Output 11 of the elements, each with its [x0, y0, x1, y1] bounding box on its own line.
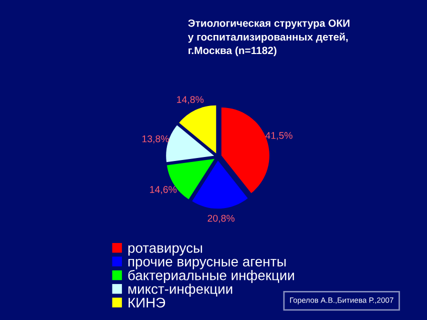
data-label: 14,6%: [150, 186, 177, 194]
data-label: 41,5%: [265, 132, 292, 140]
data-label: 20,8%: [208, 214, 234, 223]
legend-label: бактериальные инфекции: [128, 270, 294, 283]
data-label: 14,8%: [177, 96, 204, 104]
legend-label: ротавирусы: [128, 245, 202, 256]
legend-label: микст-инфекции: [128, 284, 232, 297]
legend-label: прочие вирусные агенты: [128, 258, 286, 270]
chart-title: Этиологическая структура ОКИ у госпитализированных детей, г.Москва (n=1182): [188, 19, 350, 56]
data-label: 13,8%: [142, 135, 169, 144]
legend-label: КИНЭ: [128, 298, 166, 308]
